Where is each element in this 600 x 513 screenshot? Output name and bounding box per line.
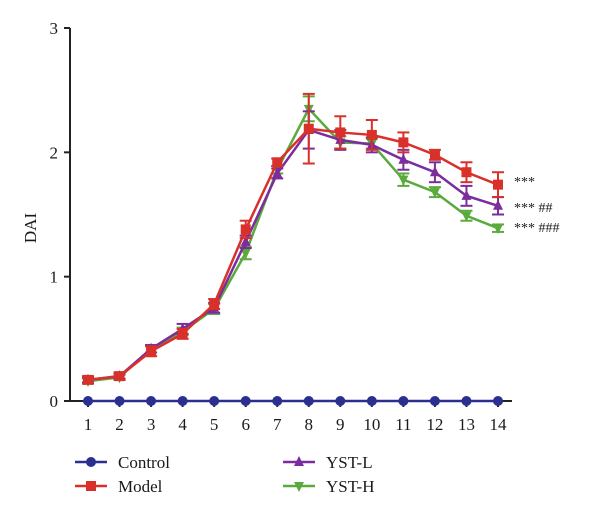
significance-label: *** ### [514,221,560,236]
legend-item-yst-h: YST-H [283,477,375,496]
legend-item-model: Model [75,477,163,496]
y-tick-label: 2 [50,143,59,162]
data-point [429,166,440,177]
data-point [366,396,377,406]
data-point [429,396,440,406]
y-tick-label: 0 [50,392,59,411]
data-point [272,157,283,168]
data-point [272,167,283,178]
data-point [146,346,157,357]
data-point [146,396,157,406]
series-yst-l [82,110,504,384]
series-model [82,92,504,385]
x-tick-label: 10 [363,415,380,434]
data-point [83,374,93,385]
data-point [429,188,440,199]
legend-item-control: Control [75,453,170,472]
legend: Control Model YST-L YST-H [75,453,375,496]
x-tick-label: 1 [84,415,93,434]
x-tick-label: 11 [395,415,411,434]
legend-label: Model [118,477,163,496]
series-line [87,127,499,382]
x-tick-label: 6 [241,415,250,434]
legend-item-yst-l: YST-L [283,453,373,472]
legend-label: Control [118,453,170,472]
x-tick-label: 13 [458,415,475,434]
x-tick-label: 9 [336,415,345,434]
series-yst-h [82,95,504,388]
series-line [87,128,499,382]
legend-marker [86,457,96,467]
legend-marker [294,482,304,492]
data-point [83,396,93,406]
data-point [114,396,125,406]
data-point [461,189,472,200]
legend-marker [86,481,96,491]
data-point [493,179,503,190]
significance-annotations: *** *** ## *** ### [514,175,560,236]
x-tick-label: 2 [115,415,124,434]
significance-label: *** ## [514,201,553,216]
data-point [209,396,220,406]
x-tick-label: 5 [210,415,219,434]
data-point [272,396,283,406]
x-tick-label: 12 [426,415,443,434]
data-point [303,396,314,406]
x-tick-label: 3 [147,415,156,434]
data-point [461,396,472,406]
series-layer [82,92,504,406]
data-point [461,167,472,178]
y-tick-label: 1 [50,268,59,287]
data-point [240,396,251,406]
data-point [398,396,409,406]
y-tick-label: 3 [50,19,59,38]
data-point [114,371,125,382]
data-point [493,396,503,406]
x-tick-label: 8 [305,415,314,434]
data-point [398,153,409,164]
data-point [398,175,409,186]
legend-label: YST-H [326,477,375,496]
data-point [240,249,251,260]
data-point [335,127,346,138]
legend-label: YST-L [326,453,373,472]
data-point [177,396,188,406]
data-point [398,137,409,148]
series-control [83,396,503,406]
data-point [493,224,503,235]
data-point [177,328,188,339]
x-tick-label: 4 [178,415,187,434]
data-point [366,129,377,140]
x-tick-label: 7 [273,415,282,434]
data-point [209,299,220,310]
data-point [303,123,314,134]
data-point [461,211,472,222]
data-point [493,199,503,210]
legend-marker [294,456,304,466]
data-point [240,235,251,246]
data-point [429,149,440,160]
data-point [240,224,251,235]
data-point [335,396,346,406]
significance-label: *** [514,175,535,190]
y-axis-label: DAI [21,213,40,244]
x-tick-label: 14 [490,415,508,434]
